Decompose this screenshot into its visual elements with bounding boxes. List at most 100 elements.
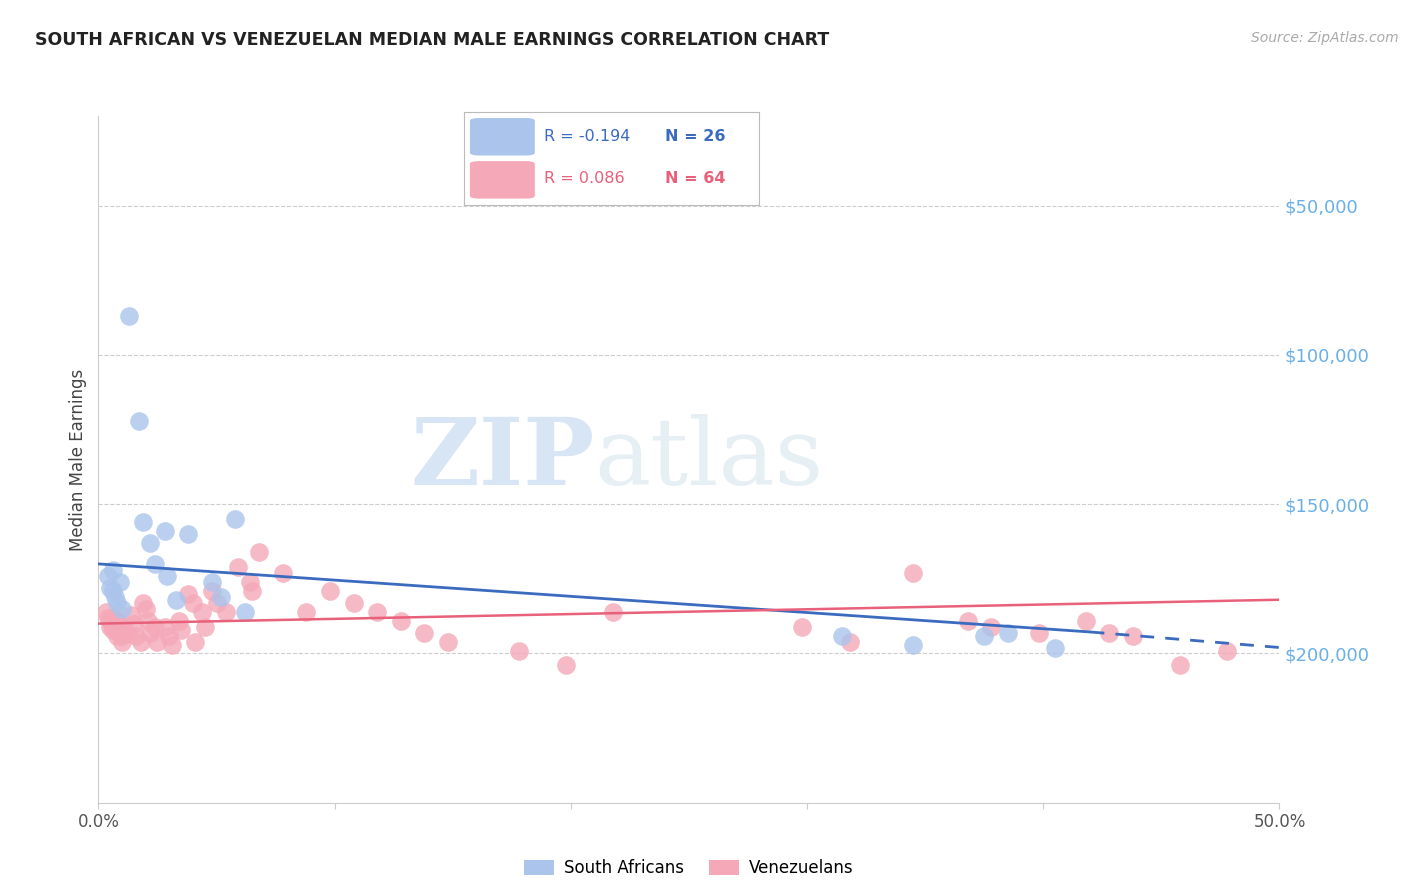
- Point: [101, 583, 124, 598]
- Text: R = -0.194: R = -0.194: [544, 129, 630, 145]
- Point: [101, 563, 124, 577]
- Point: [136, 614, 159, 628]
- Point: [792, 619, 814, 633]
- Point: [215, 605, 238, 619]
- Point: [101, 619, 124, 633]
- Point: [239, 574, 262, 589]
- Point: [97, 610, 120, 624]
- Point: [108, 616, 131, 631]
- Legend: South Africans, Venezuelans: South Africans, Venezuelans: [517, 853, 860, 884]
- Point: [160, 638, 183, 652]
- Point: [555, 658, 578, 673]
- Point: [437, 634, 460, 648]
- Point: [132, 596, 155, 610]
- Point: [205, 596, 228, 610]
- Point: [980, 619, 1002, 633]
- Point: [146, 634, 169, 648]
- Point: [111, 634, 134, 648]
- FancyBboxPatch shape: [470, 161, 534, 199]
- Text: atlas: atlas: [595, 415, 824, 504]
- Point: [129, 634, 152, 648]
- Point: [143, 557, 166, 571]
- Point: [122, 616, 145, 631]
- Text: N = 64: N = 64: [665, 171, 725, 186]
- Text: N = 26: N = 26: [665, 129, 725, 145]
- Point: [1168, 658, 1191, 673]
- Point: [139, 536, 162, 550]
- Point: [191, 605, 214, 619]
- FancyBboxPatch shape: [470, 118, 534, 155]
- Point: [1028, 625, 1050, 640]
- Point: [139, 625, 162, 640]
- Point: [177, 587, 200, 601]
- Point: [118, 309, 141, 323]
- Point: [167, 614, 190, 628]
- Point: [111, 601, 134, 615]
- Point: [165, 592, 187, 607]
- Point: [366, 605, 388, 619]
- Point: [413, 625, 436, 640]
- Point: [170, 623, 193, 637]
- Point: [105, 614, 128, 628]
- Point: [128, 413, 150, 427]
- Point: [956, 614, 979, 628]
- Point: [108, 574, 131, 589]
- Point: [838, 634, 860, 648]
- Point: [997, 625, 1019, 640]
- Y-axis label: Median Male Earnings: Median Male Earnings: [69, 368, 87, 550]
- Point: [125, 629, 148, 643]
- Point: [115, 625, 138, 640]
- Point: [233, 605, 256, 619]
- Point: [104, 590, 127, 604]
- Point: [143, 619, 166, 633]
- Point: [602, 605, 624, 619]
- Point: [831, 629, 853, 643]
- Point: [111, 619, 134, 633]
- Point: [153, 524, 176, 538]
- Point: [184, 634, 207, 648]
- Point: [903, 638, 925, 652]
- Point: [105, 596, 128, 610]
- Point: [226, 560, 249, 574]
- Point: [1043, 640, 1066, 655]
- Point: [104, 610, 127, 624]
- Point: [105, 629, 128, 643]
- Text: R = 0.086: R = 0.086: [544, 171, 624, 186]
- Point: [153, 619, 176, 633]
- Point: [201, 583, 224, 598]
- Point: [156, 569, 179, 583]
- Point: [181, 596, 204, 610]
- Point: [1098, 625, 1121, 640]
- Point: [121, 607, 143, 622]
- Point: [342, 596, 364, 610]
- Point: [1216, 643, 1239, 657]
- Text: SOUTH AFRICAN VS VENEZUELAN MEDIAN MALE EARNINGS CORRELATION CHART: SOUTH AFRICAN VS VENEZUELAN MEDIAN MALE …: [35, 31, 830, 49]
- Point: [224, 512, 246, 526]
- Point: [1074, 614, 1097, 628]
- Point: [1122, 629, 1144, 643]
- Point: [903, 566, 925, 580]
- Point: [111, 629, 134, 643]
- Point: [194, 619, 217, 633]
- Point: [98, 619, 121, 633]
- Point: [177, 527, 200, 541]
- Text: Source: ZipAtlas.com: Source: ZipAtlas.com: [1251, 31, 1399, 45]
- Point: [319, 583, 342, 598]
- Point: [271, 566, 294, 580]
- Point: [508, 643, 530, 657]
- Point: [108, 625, 131, 640]
- Point: [98, 614, 121, 628]
- Point: [973, 629, 995, 643]
- Point: [135, 601, 157, 615]
- Point: [98, 581, 121, 595]
- Point: [94, 605, 117, 619]
- Point: [209, 590, 232, 604]
- Point: [157, 629, 180, 643]
- Point: [240, 583, 263, 598]
- Point: [132, 515, 155, 529]
- Point: [295, 605, 318, 619]
- Point: [97, 569, 120, 583]
- Text: ZIP: ZIP: [411, 415, 595, 504]
- Point: [101, 623, 124, 637]
- Point: [201, 574, 224, 589]
